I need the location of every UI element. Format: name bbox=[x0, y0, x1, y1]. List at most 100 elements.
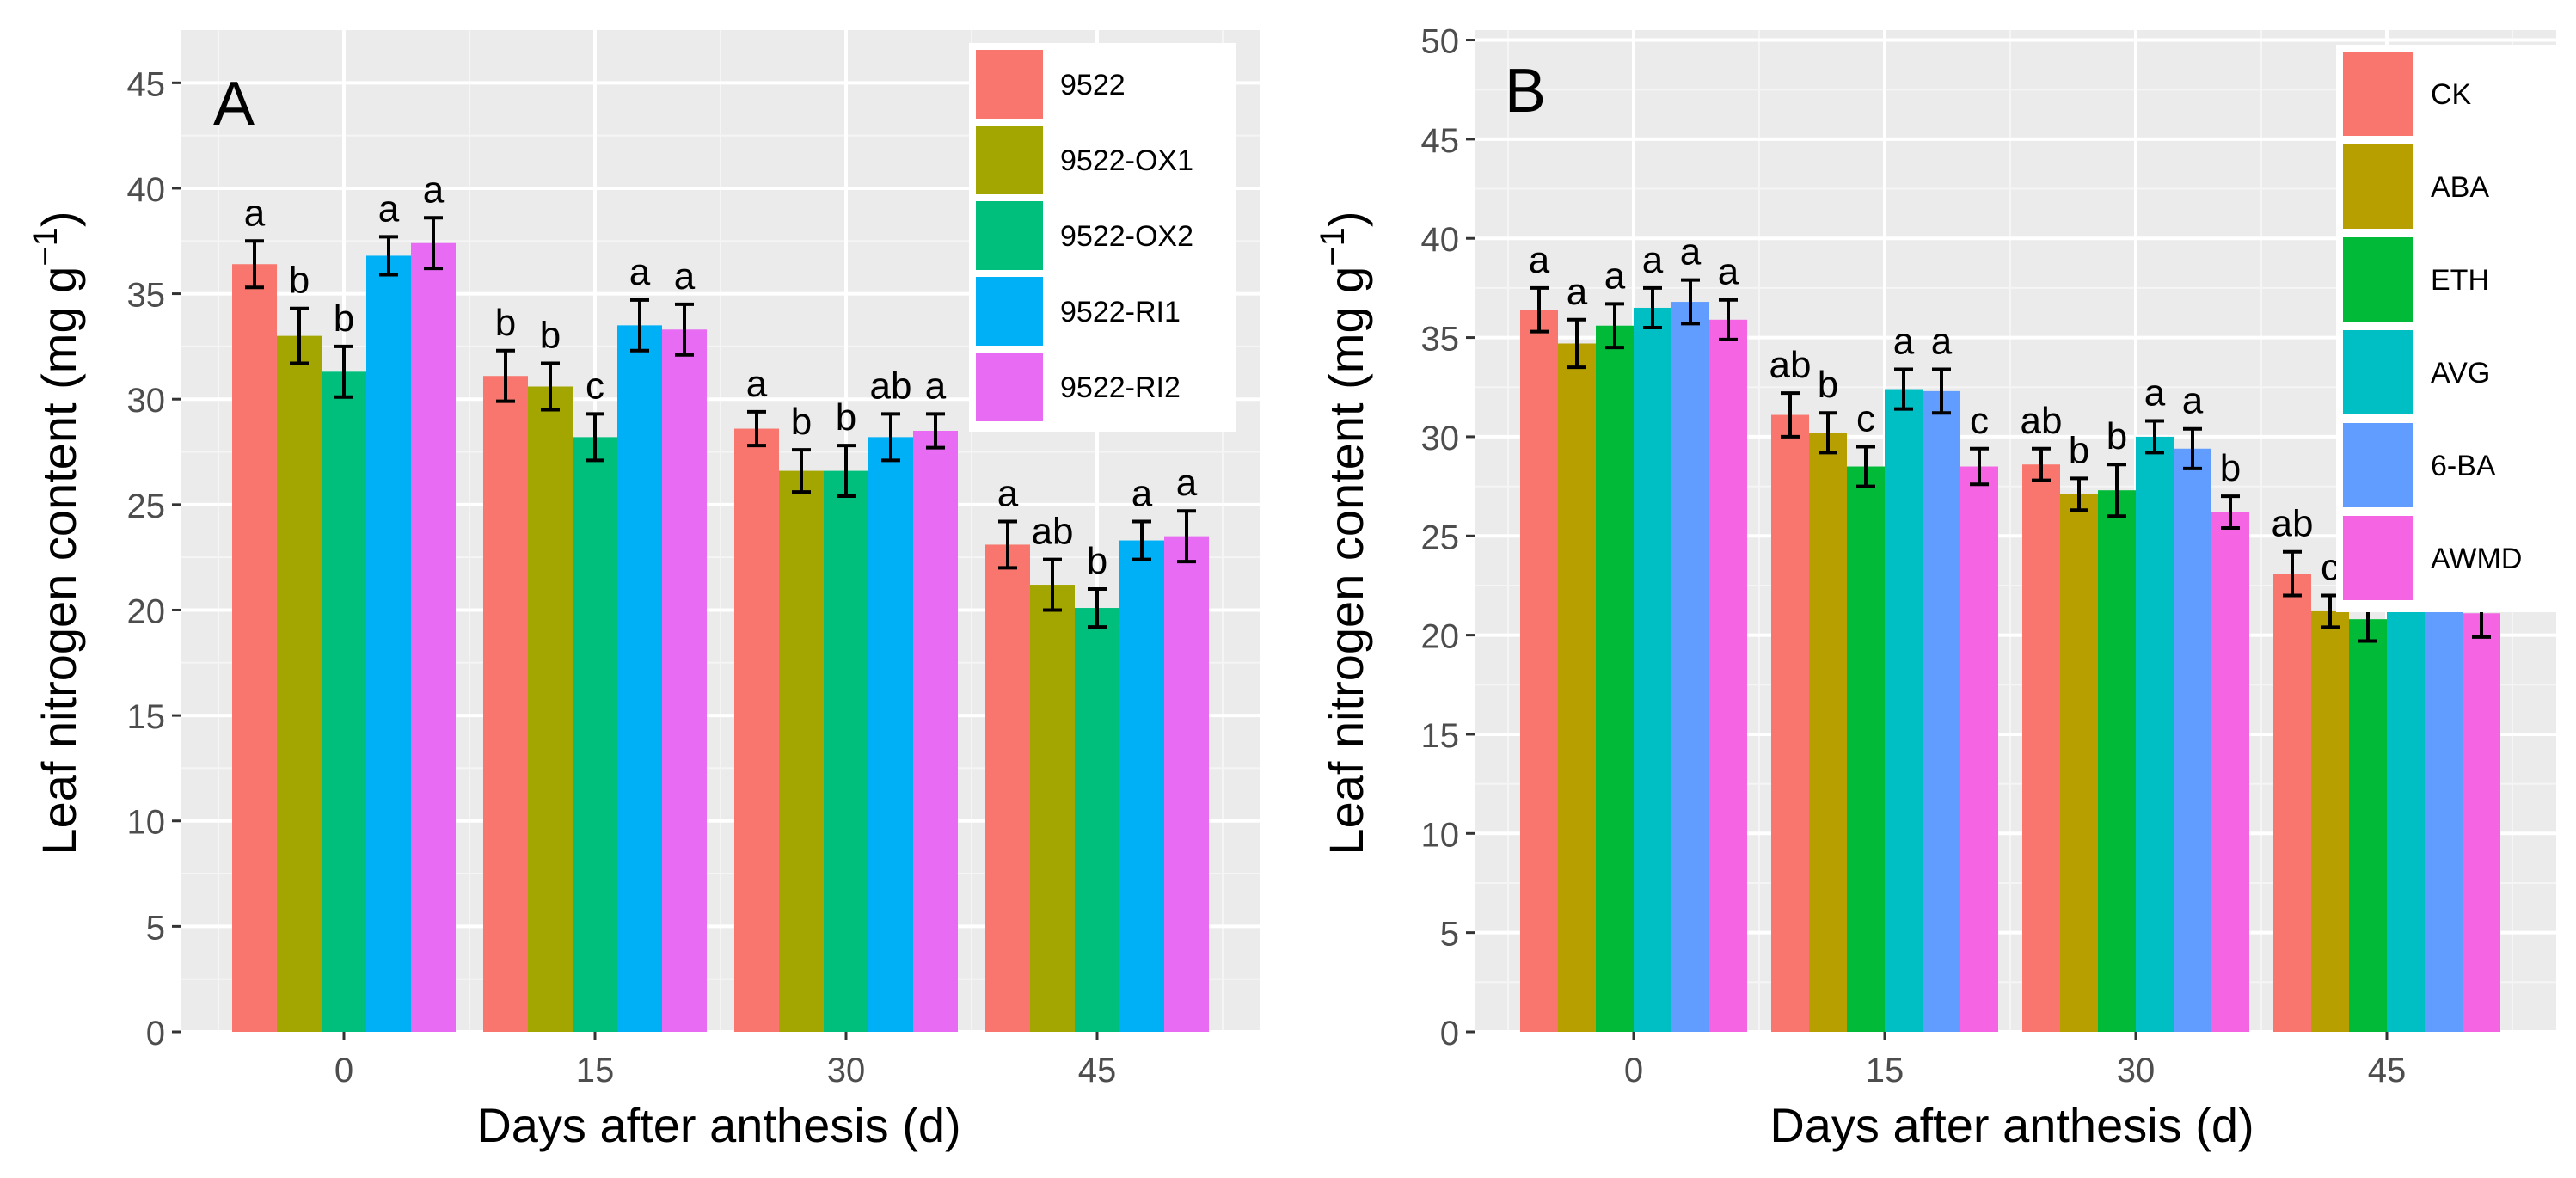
legend-label: ABA bbox=[2431, 171, 2489, 204]
x-tick-label: 45 bbox=[1078, 1052, 1117, 1089]
legend-label: 9522-OX2 bbox=[1060, 220, 1193, 253]
error-bar bbox=[1043, 557, 1062, 612]
panel-a-bars bbox=[232, 242, 1209, 1033]
legend-label: CK bbox=[2431, 78, 2472, 111]
significance-letter: b bbox=[540, 315, 561, 357]
y-tick-label: 15 bbox=[127, 698, 166, 736]
error-bar bbox=[2145, 419, 2164, 455]
legend-swatch bbox=[976, 50, 1043, 119]
y-tick-label: 35 bbox=[127, 277, 166, 315]
x-tick-label: 30 bbox=[2117, 1052, 2156, 1089]
error-bar bbox=[837, 444, 856, 499]
panel-a-y-axis-title-close: ) bbox=[32, 211, 86, 227]
significance-letter: a bbox=[1893, 320, 1915, 362]
significance-letter: a bbox=[423, 169, 445, 211]
error-bar bbox=[1781, 391, 1800, 439]
error-bar bbox=[1132, 519, 1151, 561]
panel-b-y-axis-title-main: Leaf nitrogen content (mg g bbox=[1319, 267, 1373, 856]
bar bbox=[824, 470, 868, 1032]
legend-label: ETH bbox=[2431, 264, 2489, 297]
y-tick-label: 10 bbox=[1421, 816, 1460, 854]
panel-b-title: B bbox=[1505, 57, 1546, 126]
panel-a-error-bars bbox=[245, 216, 1196, 629]
y-tick-label: 50 bbox=[1421, 23, 1460, 61]
error-bar bbox=[2070, 476, 2088, 512]
bar bbox=[913, 431, 958, 1032]
panel-b-y-axis: 0 5 10 15 20 25 30 35 40 45 50 bbox=[1421, 23, 1475, 1052]
error-bar bbox=[1605, 302, 1624, 350]
error-bar bbox=[541, 361, 560, 412]
x-tick-label: 15 bbox=[576, 1052, 615, 1089]
significance-letter: b bbox=[1818, 364, 1838, 406]
significance-letter: a bbox=[1718, 251, 1739, 293]
legend-swatch bbox=[976, 353, 1043, 421]
error-bar bbox=[424, 216, 443, 271]
y-tick-label: 30 bbox=[127, 382, 166, 420]
y-tick-label: 35 bbox=[1421, 321, 1460, 359]
bar bbox=[868, 437, 913, 1032]
significance-letter: a bbox=[2182, 380, 2204, 422]
error-bar bbox=[1719, 298, 1738, 341]
panel-a-y-axis-title-exp: −1 bbox=[27, 227, 64, 267]
bar bbox=[232, 264, 277, 1033]
significance-letter: c bbox=[2321, 546, 2340, 588]
error-bar bbox=[1088, 586, 1107, 629]
bar bbox=[1885, 389, 1923, 1032]
bar bbox=[2174, 448, 2211, 1032]
significance-letter: b bbox=[836, 396, 856, 439]
error-bar bbox=[747, 409, 766, 448]
legend-label: 9522 bbox=[1060, 69, 1125, 101]
error-bar bbox=[496, 348, 515, 403]
significance-letter: b bbox=[1087, 540, 1107, 582]
panel-b-significance-letters: aababababbcacbcaaaaaaaaacbc bbox=[1529, 231, 2491, 591]
significance-letter: b bbox=[334, 298, 354, 340]
panel-b-y-axis-title: Leaf nitrogen content (mg g−1) bbox=[1314, 211, 1373, 855]
y-tick-label: 25 bbox=[1421, 518, 1460, 556]
bar bbox=[2136, 436, 2174, 1033]
bar bbox=[662, 329, 707, 1032]
significance-letter: c bbox=[1970, 400, 1989, 442]
bar bbox=[1520, 310, 1558, 1032]
bar bbox=[1164, 536, 1209, 1032]
error-bar bbox=[1856, 445, 1875, 488]
x-tick-label: 30 bbox=[827, 1052, 866, 1089]
panel-a-title: A bbox=[213, 70, 255, 138]
y-tick-label: 45 bbox=[1421, 122, 1460, 160]
significance-letter: b bbox=[495, 302, 516, 344]
panel-b-y-axis-title-close: ) bbox=[1319, 211, 1373, 227]
bar bbox=[1558, 343, 1596, 1032]
y-tick-label: 0 bbox=[146, 1015, 165, 1052]
significance-letter: a bbox=[997, 472, 1019, 514]
bar bbox=[779, 470, 824, 1032]
bar bbox=[366, 255, 411, 1032]
legend-swatch bbox=[2343, 330, 2413, 414]
error-bar bbox=[1177, 509, 1196, 564]
significance-letter: a bbox=[1176, 462, 1198, 504]
error-bar bbox=[630, 298, 649, 353]
bar bbox=[1809, 433, 1847, 1032]
significance-letter: a bbox=[1567, 271, 1588, 313]
bar bbox=[1075, 608, 1119, 1032]
bar bbox=[2273, 574, 2311, 1032]
panel-b-error-bars bbox=[1530, 278, 2491, 643]
error-bar bbox=[290, 306, 309, 365]
y-tick-label: 20 bbox=[127, 592, 166, 630]
bar bbox=[1923, 390, 1960, 1032]
bar bbox=[1847, 466, 1885, 1032]
legend-swatch bbox=[2343, 52, 2413, 136]
legend-label: 9522-OX1 bbox=[1060, 144, 1193, 177]
significance-letter: a bbox=[2144, 371, 2166, 414]
error-bar bbox=[2183, 426, 2202, 470]
legend-label: 9522-RI2 bbox=[1060, 371, 1181, 404]
bar bbox=[528, 386, 573, 1032]
legend-label: 9522-RI1 bbox=[1060, 296, 1181, 328]
bar bbox=[322, 371, 366, 1033]
y-tick-label: 20 bbox=[1421, 618, 1460, 656]
significance-letter: ab bbox=[2272, 503, 2314, 545]
error-bar bbox=[379, 235, 398, 277]
significance-letter: a bbox=[1680, 231, 1702, 273]
bar bbox=[1771, 414, 1809, 1032]
significance-letter: a bbox=[746, 363, 768, 405]
